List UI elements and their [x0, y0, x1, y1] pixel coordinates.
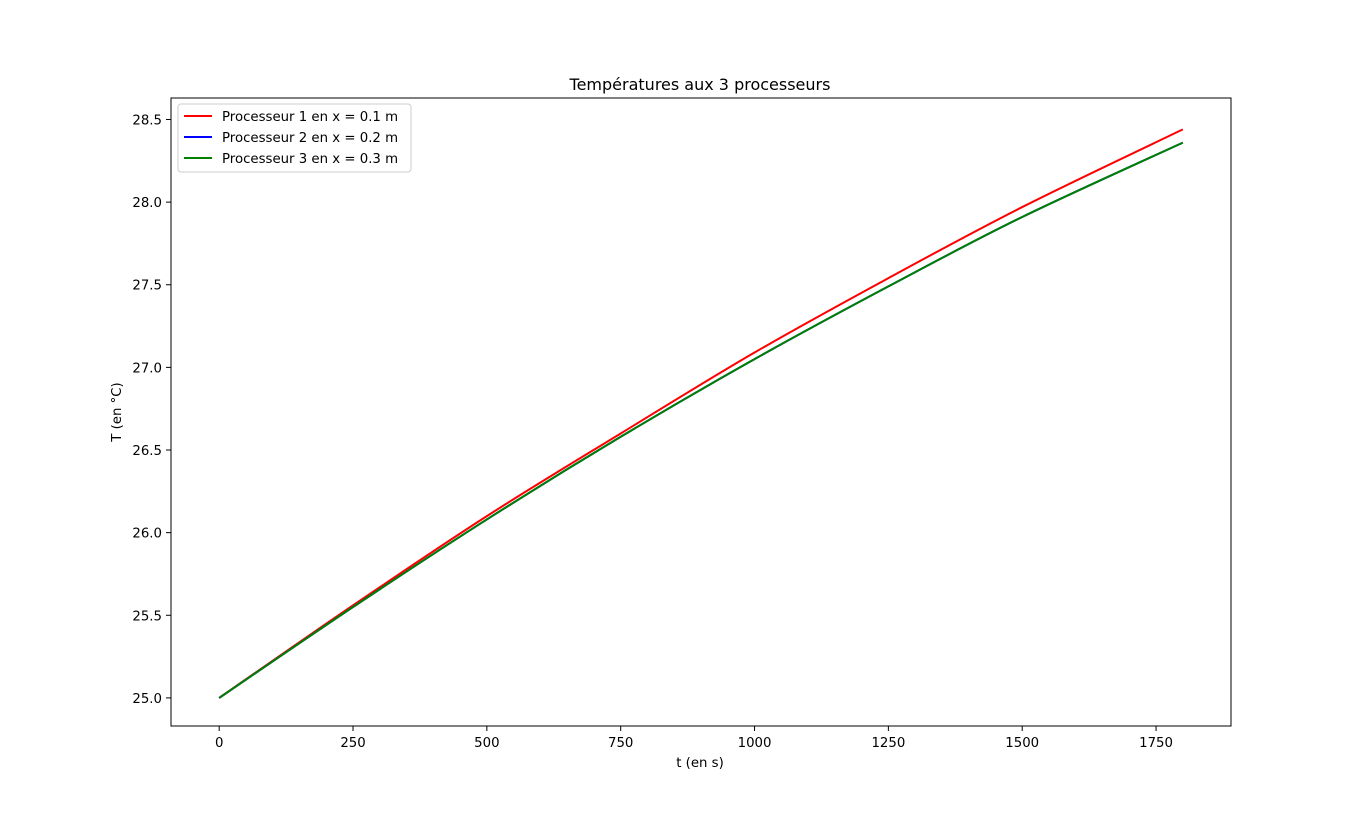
x-tick-label: 0	[215, 736, 223, 751]
legend-label-1: Processeur 1 en x = 0.1 m	[222, 110, 398, 125]
axes-frame	[170, 97, 1232, 727]
series-line-1	[218, 128, 1184, 699]
y-tick-label: 28.0	[132, 196, 162, 211]
x-tick-label: 1500	[1005, 736, 1039, 751]
x-tick-label: 500	[474, 736, 499, 751]
series-line-2	[218, 141, 1184, 699]
x-axis-ticks: 0 250 500 750 1000 1250 1500 1750	[215, 726, 1173, 751]
y-tick-label: 25.0	[132, 692, 162, 707]
legend-label-3: Processeur 3 en x = 0.3 m	[222, 152, 398, 167]
x-tick-label: 1000	[738, 736, 772, 751]
plot-area	[218, 128, 1184, 699]
x-tick-label: 750	[608, 736, 633, 751]
y-tick-label: 28.5	[132, 113, 162, 128]
legend: Processeur 1 en x = 0.1 m Processeur 2 en…	[177, 103, 412, 173]
y-tick-label: 25.5	[132, 609, 162, 624]
y-tick-label: 27.0	[132, 361, 162, 376]
chart-title: Températures aux 3 processeurs	[569, 75, 831, 94]
y-tick-label: 26.5	[132, 444, 162, 459]
legend-label-2: Processeur 2 en x = 0.2 m	[222, 131, 398, 146]
legend-box	[177, 103, 412, 173]
y-axis-ticks: 25.0 25.5 26.0 26.5 27.0 27.5 28.0 28.5	[132, 113, 171, 707]
x-tick-label: 250	[340, 736, 365, 751]
series-line-3	[218, 141, 1184, 699]
x-tick-label: 1750	[1139, 736, 1173, 751]
y-tick-label: 26.0	[132, 527, 162, 542]
y-tick-label: 27.5	[132, 279, 162, 294]
x-axis-label: t (en s)	[676, 756, 724, 771]
x-tick-label: 1250	[871, 736, 905, 751]
y-axis-label: T (en °C)	[110, 382, 125, 443]
